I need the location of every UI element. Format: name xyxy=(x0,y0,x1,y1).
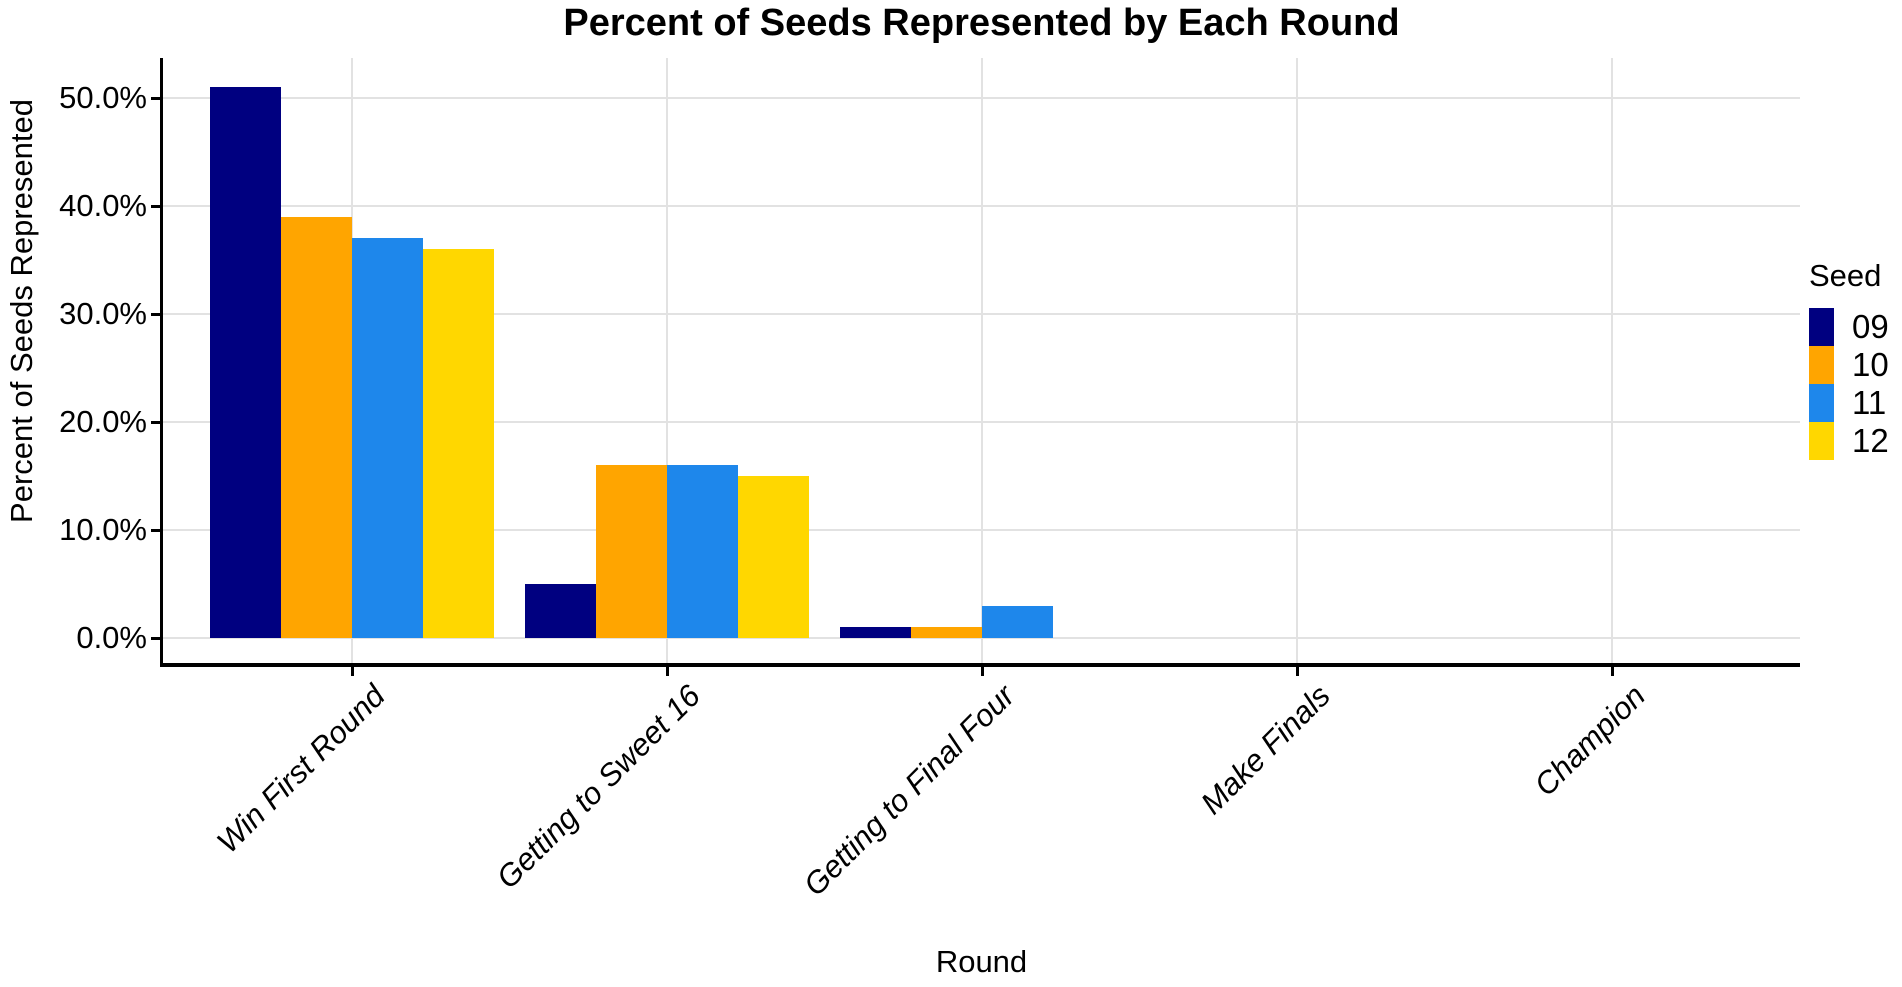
bar-seed10 xyxy=(596,465,667,638)
y-axis-line xyxy=(160,58,163,667)
x-tick-mark xyxy=(980,667,984,676)
legend: Seed 09 10 11 12 xyxy=(1800,258,1902,460)
y-tick-mark xyxy=(151,96,160,100)
legend-label: 09 xyxy=(1852,308,1889,345)
x-axis-title: Round xyxy=(935,944,1028,979)
x-tick-mark xyxy=(1295,667,1299,676)
legend-item: 11 xyxy=(1809,384,1902,422)
bar-seed10 xyxy=(911,627,982,638)
y-tick-label: 0.0% xyxy=(76,620,147,655)
legend-swatch-09 xyxy=(1809,308,1834,346)
y-tick-label: 30.0% xyxy=(59,296,147,331)
legend-swatch-11 xyxy=(1809,384,1834,422)
v-gridline xyxy=(666,58,668,666)
chart-title: Percent of Seeds Represented by Each Rou… xyxy=(563,2,1400,44)
v-gridline xyxy=(1296,58,1298,666)
legend-item: 09 xyxy=(1809,308,1902,346)
legend-swatch-12 xyxy=(1809,422,1834,460)
v-gridline xyxy=(1611,58,1613,666)
bar-seed11 xyxy=(667,465,738,638)
y-tick-label: 50.0% xyxy=(59,80,147,115)
y-tick-label: 40.0% xyxy=(59,188,147,223)
bar-seed09 xyxy=(840,627,911,638)
legend-label: 10 xyxy=(1852,346,1889,383)
legend-item: 12 xyxy=(1809,422,1902,460)
legend-swatch-10 xyxy=(1809,346,1834,384)
legend-item: 10 xyxy=(1809,346,1902,384)
x-axis-line xyxy=(160,663,1800,667)
bar-seed11 xyxy=(352,238,423,638)
bar-seed12 xyxy=(738,476,809,638)
legend-items: 09 10 11 12 xyxy=(1800,308,1902,460)
legend-label: 11 xyxy=(1852,384,1887,421)
y-tick-mark xyxy=(151,528,160,532)
v-gridline xyxy=(981,58,983,666)
bar-seed12 xyxy=(423,249,494,638)
y-tick-mark xyxy=(151,204,160,208)
legend-label: 12 xyxy=(1852,422,1889,459)
y-tick-label: 20.0% xyxy=(59,404,147,439)
bar-seed09 xyxy=(210,87,281,638)
legend-title: Seed xyxy=(1809,258,1882,293)
y-tick-mark xyxy=(151,312,160,316)
y-tick-mark xyxy=(151,420,160,424)
y-tick-mark xyxy=(151,636,160,640)
x-tick-mark xyxy=(350,667,354,676)
bar-seed10 xyxy=(281,216,352,638)
bar-seed11 xyxy=(982,605,1053,638)
bar-seed09 xyxy=(525,584,596,638)
x-tick-mark xyxy=(1610,667,1614,676)
x-tick-mark xyxy=(665,667,669,676)
y-tick-label: 10.0% xyxy=(59,512,147,547)
